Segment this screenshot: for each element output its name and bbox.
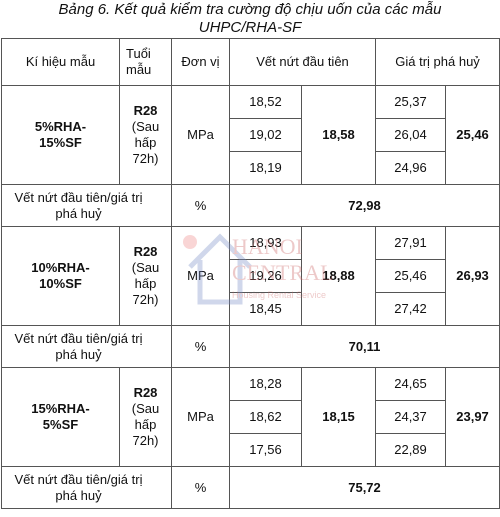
failure-average: 23,97	[445, 367, 500, 467]
crack-value: 18,19	[229, 151, 302, 185]
table-row: Vết nứt đầu tiên/giá trị phá huỷ% 70,11	[1, 325, 500, 368]
failure-value: 27,42	[375, 292, 447, 326]
failure-value: 27,91	[375, 226, 447, 260]
crack-average: 18,15	[300, 367, 377, 467]
header-cell: Tuổi mẫu	[119, 38, 172, 86]
table-row: 5%RHA-15%SF R28 (Sau hấp 72h) MPa 18,52 18,58…	[1, 85, 500, 185]
header-cell: Vết nứt đầu tiên	[228, 38, 377, 86]
table-row: 18,19 24,96	[2, 151, 500, 185]
table-row: 19,02 26,04	[2, 118, 500, 152]
age: R28	[133, 244, 158, 259]
failure-value: 24,37	[375, 400, 447, 434]
age: R28	[133, 385, 158, 400]
crack-value: 18,93	[229, 226, 302, 260]
sample-age: R28 (Sau hấp 72h)	[119, 367, 172, 467]
header-cell: Kí hiệu mẫu	[1, 38, 120, 86]
crack-average: 18,88	[300, 226, 377, 326]
caption: Bảng 6. Kết quả kiểm tra cường độ chịu u…	[0, 0, 500, 38]
crack-value: 18,52	[229, 85, 302, 119]
ratio-label: Vết nứt đầu tiên/giá trị phá huỷ	[1, 184, 172, 227]
ratio-value: 70,11	[228, 325, 500, 368]
caption-line: Bảng 6. Kết quả kiểm tra cường độ chịu u…	[58, 1, 442, 18]
ratio-label: Vết nứt đầu tiên/giá trị phá huỷ	[1, 466, 172, 509]
failure-value: 25,46	[375, 259, 447, 293]
failure-value: 25,37	[375, 85, 447, 119]
ratio-unit: %	[171, 325, 230, 368]
unit: MPa	[171, 226, 230, 326]
failure-value: 26,04	[375, 118, 447, 152]
ratio-unit: %	[171, 184, 230, 227]
age-note: (Sau hấp 72h)	[131, 119, 160, 166]
results-table: Kí hiệu mẫu Tuổi mẫu Đơn vị Vết nứt đầu tiê…	[1, 38, 500, 509]
crack-value: 19,26	[229, 259, 302, 293]
failure-average: 25,46	[445, 85, 500, 185]
ratio-label: Vết nứt đầu tiên/giá trị phá huỷ	[1, 325, 172, 368]
table-row: Vết nứt đầu tiên/giá trị phá huỷ% 75,72	[1, 466, 500, 509]
failure-value: 22,89	[375, 433, 447, 467]
sample-age: R28 (Sau hấp 72h)	[119, 85, 172, 185]
crack-value: 18,62	[229, 400, 302, 434]
crack-average: 18,58	[300, 85, 377, 185]
age-note: (Sau hấp 72h)	[131, 401, 160, 448]
failure-value: 24,96	[375, 151, 447, 185]
age-note: (Sau hấp 72h)	[131, 260, 160, 307]
crack-value: 18,28	[229, 367, 302, 401]
crack-value: 17,56	[229, 433, 302, 467]
age: R28	[133, 103, 158, 118]
sample-name: 10%RHA-10%SF	[1, 226, 120, 326]
table-row: 18,45 27,42	[2, 292, 500, 326]
failure-average: 26,93	[445, 226, 500, 326]
table-row: Vết nứt đầu tiên/giá trị phá huỷ% 72,98	[1, 184, 500, 227]
table-row: 17,56 22,89	[2, 433, 500, 467]
unit: MPa	[171, 367, 230, 467]
header-cell: Giá trị phá huỷ	[375, 38, 500, 86]
sample-name: 15%RHA-5%SF	[1, 367, 120, 467]
table-row: 18,62 24,37	[2, 400, 500, 434]
ratio-unit: %	[171, 466, 230, 509]
ratio-value: 75,72	[228, 466, 500, 509]
table-row: 15%RHA-5%SF R28 (Sau hấp 72h) MPa 18,28 18,15…	[1, 367, 500, 467]
unit: MPa	[171, 85, 230, 185]
table-row: 19,26 25,46	[2, 259, 500, 293]
crack-value: 18,45	[229, 292, 302, 326]
failure-value: 24,65	[375, 367, 447, 401]
caption-line: UHPC/RHA-SF	[198, 19, 302, 36]
sample-name: 5%RHA-15%SF	[1, 85, 120, 185]
sample-age: R28 (Sau hấp 72h)	[119, 226, 172, 326]
table-row: Kí hiệu mẫu Tuổi mẫu Đơn vị Vết nứt đầu tiê…	[1, 38, 500, 86]
ratio-value: 72,98	[228, 184, 500, 227]
table-row: 10%RHA-10%SF R28 (Sau hấp 72h) MPa 18,93 18,8…	[1, 226, 500, 326]
header-cell: Đơn vị	[171, 38, 230, 86]
crack-value: 19,02	[229, 118, 302, 152]
